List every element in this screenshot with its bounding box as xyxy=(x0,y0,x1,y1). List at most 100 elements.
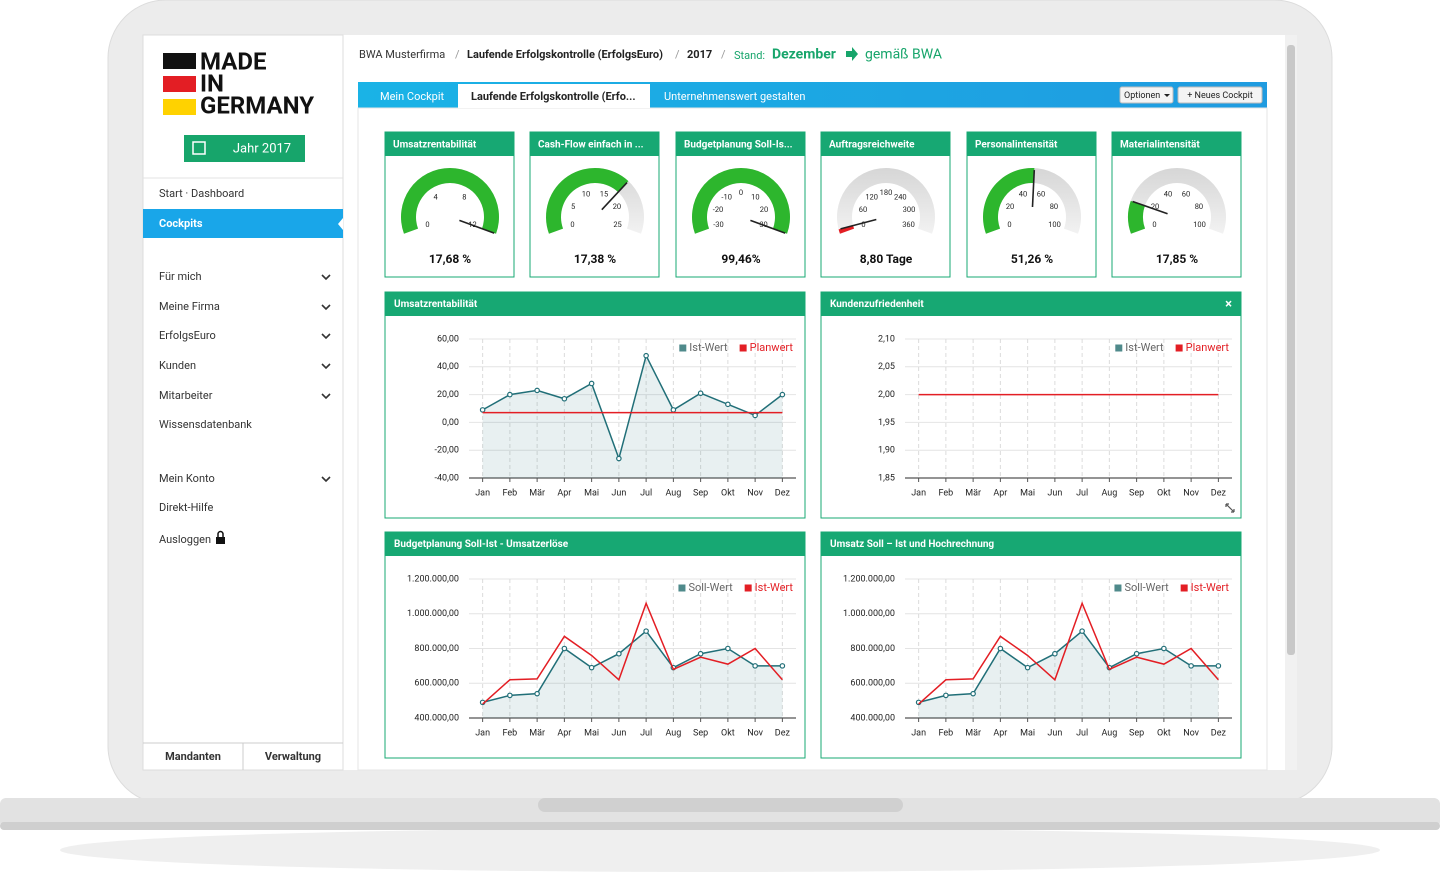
x-tick-label: Mär xyxy=(529,728,545,738)
y-tick-label: 400.000,00 xyxy=(414,713,459,723)
x-tick-label: Okt xyxy=(1157,728,1171,738)
y-tick-label: -40,00 xyxy=(435,473,460,483)
y-tick-label: 1,90 xyxy=(878,446,895,456)
y-tick-label: 2,05 xyxy=(878,362,895,372)
nav-active xyxy=(143,209,343,238)
nav-item[interactable]: ErfolgsEuro xyxy=(159,329,216,342)
shadow xyxy=(60,828,1380,872)
nav-item[interactable]: Kunden xyxy=(159,359,196,372)
gauge-tick-label: 120 xyxy=(865,193,878,202)
tab[interactable]: Mein Cockpit xyxy=(380,90,445,103)
breadcrumb-item[interactable]: 2017 xyxy=(687,48,712,61)
breadcrumb-item[interactable]: Laufende Erfolgskontrolle (ErfolgsEuro) xyxy=(467,48,663,61)
nav-item[interactable]: Mitarbeiter xyxy=(159,389,213,402)
x-tick-label: Jun xyxy=(1047,728,1062,738)
nav-item[interactable]: Wissensdatenbank xyxy=(159,418,252,431)
gauge-tick-label: 180 xyxy=(880,188,893,197)
gauge-tick-label: 0 xyxy=(861,220,865,229)
nav-item[interactable]: Ausloggen xyxy=(159,533,211,546)
gauge-title: Cash-Flow einfach in ... xyxy=(538,140,644,151)
new-cockpit-button[interactable] xyxy=(1177,86,1263,104)
series-point xyxy=(534,690,540,697)
laptop-base-edge xyxy=(0,822,1440,830)
series-point xyxy=(1188,663,1194,669)
year-button[interactable] xyxy=(184,135,305,162)
gauge-tick-label: 8 xyxy=(462,193,466,202)
legend-label: Ist-Wert xyxy=(1125,341,1164,354)
chart-title: Kundenzufriedenheit xyxy=(830,299,924,310)
resize-handle[interactable] xyxy=(1225,503,1235,513)
chevron xyxy=(321,363,331,370)
gauge-needle xyxy=(1031,170,1036,208)
footer-tab[interactable]: Mandanten xyxy=(165,750,221,763)
tab[interactable]: Laufende Erfolgskontrolle (Erfo... xyxy=(471,90,636,103)
caret xyxy=(1164,94,1170,97)
gauge-title: Materialintensität xyxy=(1120,140,1200,151)
gauge-tick-label: 4 xyxy=(434,193,439,202)
close-button[interactable]: × xyxy=(1225,297,1232,312)
flag-red xyxy=(163,76,196,92)
gauge-header xyxy=(1112,132,1241,156)
y-tick-label: 2,00 xyxy=(878,390,895,400)
breadcrumb-separator: / xyxy=(675,48,680,61)
chart-panel xyxy=(820,291,1242,519)
chart-header xyxy=(821,532,1241,556)
gauge-value-label: 17,85 % xyxy=(1156,252,1198,266)
chevron xyxy=(321,304,331,311)
stand-label: Stand: xyxy=(734,49,765,62)
x-tick-label: Okt xyxy=(721,488,735,498)
x-tick-label: Jul xyxy=(640,488,652,498)
legend-label: Soll-Wert xyxy=(1124,581,1169,594)
options-button-label[interactable]: Optionen xyxy=(1124,91,1160,101)
gauge-title: Auftragsreichweite xyxy=(829,140,915,151)
nav-item[interactable]: Start · Dashboard xyxy=(159,187,244,200)
chart-panel xyxy=(384,531,806,759)
x-tick-label: Sep xyxy=(1129,488,1144,498)
x-tick-label: Dez xyxy=(1211,728,1227,738)
series-point xyxy=(697,650,704,657)
gauge-tick-label: 10 xyxy=(751,193,759,202)
series-line xyxy=(918,601,1219,705)
breadcrumb-item[interactable]: BWA Musterfirma xyxy=(359,48,445,61)
x-tick-label: Mär xyxy=(965,488,981,498)
gauge-tick-label: 60 xyxy=(1182,190,1190,199)
chart-header xyxy=(385,292,805,316)
tab[interactable]: Unternehmenswert gestalten xyxy=(664,90,805,103)
x-tick-label: Jul xyxy=(640,728,652,738)
nav-item[interactable]: Mein Konto xyxy=(159,472,215,485)
gauge-title: Personalintensität xyxy=(975,140,1058,151)
breadcrumb-separator: / xyxy=(455,48,460,61)
gauge-tick-label: 240 xyxy=(894,193,907,202)
x-tick-label: Mai xyxy=(584,728,599,738)
series-line xyxy=(482,353,783,462)
gauge-tick-label: 20 xyxy=(1006,202,1014,211)
x-tick-label: Feb xyxy=(939,488,954,498)
gauge-tick-label: 15 xyxy=(600,190,608,199)
nav-item[interactable]: Für mich xyxy=(159,270,202,283)
nav-item[interactable]: Direkt-Hilfe xyxy=(159,501,213,514)
nav-item[interactable]: Meine Firma xyxy=(159,300,220,313)
y-tick-label: 400.000,00 xyxy=(850,713,895,723)
legend-swatch xyxy=(679,344,687,352)
x-tick-label: Mär xyxy=(529,488,545,498)
chevron xyxy=(321,274,331,281)
gauge-fill xyxy=(1128,200,1146,234)
footer-tab[interactable]: Verwaltung xyxy=(265,750,321,763)
gauge-tick-label: 5 xyxy=(571,202,575,211)
gauge-tick-label: 25 xyxy=(613,220,621,229)
x-tick-label: Okt xyxy=(1157,488,1171,498)
options-button[interactable] xyxy=(1119,86,1174,104)
nav-item[interactable]: Cockpits xyxy=(159,217,203,230)
x-tick-label: Nov xyxy=(1183,488,1199,498)
gauge-tick-label: 300 xyxy=(903,205,916,214)
scrollbar-thumb[interactable] xyxy=(1287,45,1295,655)
series-point xyxy=(697,390,704,397)
gauge-value-label: 99,46% xyxy=(721,252,760,266)
y-tick-label: -20,00 xyxy=(435,446,460,456)
gauge-fill xyxy=(692,167,790,234)
new-cockpit-button-label[interactable]: + Neues Cockpit xyxy=(1187,91,1253,101)
series-point xyxy=(752,663,758,669)
year-button-label[interactable]: Jahr 2017 xyxy=(233,141,291,156)
tab-active xyxy=(458,84,650,108)
